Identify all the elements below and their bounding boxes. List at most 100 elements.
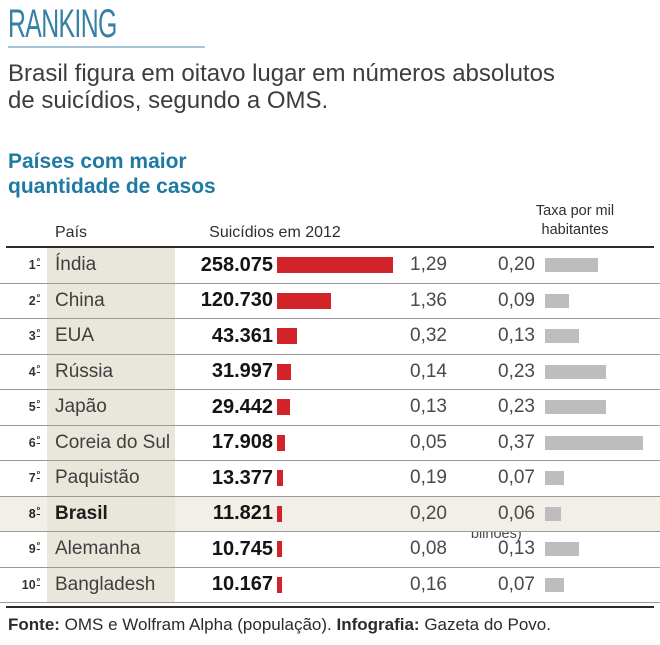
ordinal-symbol: º <box>36 504 40 515</box>
subtitle-line2: de suicídios, segundo a OMS. <box>8 87 329 114</box>
suicides-bar <box>277 576 282 593</box>
country-label: EUA <box>55 325 95 347</box>
page-title: RANKING <box>8 2 117 46</box>
suicides-bar <box>277 328 297 345</box>
section-title: Países com maior quantidade de casos <box>8 149 216 199</box>
suicides-value: 13.377 <box>211 466 273 489</box>
population-value: 0,20 <box>410 502 447 524</box>
suicides-value: 10.167 <box>211 573 273 596</box>
population-value: 0,16 <box>410 573 447 595</box>
rate-value: 0,20 <box>498 254 535 276</box>
country-cell-bg <box>47 390 175 425</box>
ordinal-symbol: º <box>36 327 40 338</box>
country-label: Japão <box>55 396 107 418</box>
table-row: 6 º Coreia do Sul 17.908 0,05 0,37 <box>0 425 660 461</box>
suicides-bar <box>277 257 393 274</box>
country-cell-bg <box>47 567 175 602</box>
column-header-taxa-line2: habitantes <box>541 222 609 238</box>
table-row: 3 º EUA 43.361 0,32 0,13 <box>0 319 660 355</box>
ordinal-symbol: º <box>36 575 40 586</box>
country-cell-bg <box>47 461 175 496</box>
suicides-bar <box>277 505 283 522</box>
country-cell-bg <box>47 283 175 318</box>
population-value: 0,05 <box>410 431 447 453</box>
country-cell-bg <box>47 425 175 460</box>
source-note: Fonte: OMS e Wolfram Alpha (população). … <box>8 615 551 635</box>
table-row: 8 º Brasil 11.821 0,20 0,06 <box>0 496 660 532</box>
country-label: Brasil <box>55 502 108 524</box>
rate-bar <box>545 258 598 273</box>
section-title-line2: quantidade de casos <box>8 175 216 198</box>
ordinal-symbol: º <box>36 540 40 551</box>
population-value: 1,36 <box>410 289 447 311</box>
column-header-pais: País <box>55 224 88 241</box>
suicides-bar <box>277 363 292 380</box>
suicides-value: 11.821 <box>212 502 273 525</box>
ordinal-symbol: º <box>36 291 40 302</box>
country-label: Rússia <box>55 360 114 382</box>
country-cell-bg <box>47 354 175 389</box>
rate-bar <box>545 542 580 557</box>
country-cell-bg <box>47 532 175 567</box>
table-row: 1 º Índia 258.075 1,29 0,20 <box>0 248 660 284</box>
rate-value: 0,09 <box>498 289 535 311</box>
suicides-value: 120.730 <box>200 289 273 312</box>
subtitle: Brasil figura em oitavo lugar em números… <box>8 60 555 114</box>
ordinal-symbol: º <box>36 469 40 480</box>
table-row: 10 º Bangladesh 10.167 0,16 0,07 <box>0 567 660 603</box>
rate-bar <box>545 329 580 344</box>
suicides-value: 17.908 <box>211 431 273 454</box>
rate-bar <box>545 506 561 521</box>
fonte-label: Fonte: <box>8 615 60 634</box>
suicides-value: 29.442 <box>211 395 273 418</box>
table-row: 9 º Alemanha 10.745 0,08 0,13 <box>0 532 660 568</box>
rate-bar <box>545 364 606 379</box>
rate-bar <box>545 435 643 450</box>
population-value: 0,32 <box>410 325 447 347</box>
country-cell-bg <box>47 248 175 283</box>
column-header-taxa-line1: Taxa por mil <box>535 203 615 219</box>
column-header-suicidios: Suicídios em 2012 <box>209 224 341 241</box>
country-label: Índia <box>55 254 97 276</box>
title-underline <box>8 46 205 48</box>
ordinal-symbol: º <box>36 433 40 444</box>
rate-bar <box>545 577 564 592</box>
table-row: 4 º Rússia 31.997 0,14 0,23 <box>0 354 660 390</box>
ordinal-symbol: º <box>36 398 40 409</box>
footer-separator-rule <box>6 606 654 608</box>
ranking-table: 1 º Índia 258.075 1,29 0,20 2 º China 120.730 1,36… <box>0 248 660 603</box>
country-cell-bg <box>47 319 175 354</box>
rank-label: 10 º <box>21 575 40 592</box>
country-label: Coreia do Sul <box>55 431 171 453</box>
rate-value: 0,23 <box>498 360 535 382</box>
header-separator-rule <box>6 246 654 248</box>
suicides-bar <box>277 399 291 416</box>
rate-bar <box>545 400 606 415</box>
section-title-line1: Países com maior <box>8 150 187 173</box>
population-value: 0,19 <box>410 467 447 489</box>
rate-bar <box>545 471 564 486</box>
suicides-bar <box>277 470 283 487</box>
table-row: 7 º Paquistão 13.377 0,19 0,07 <box>0 461 660 497</box>
rate-value: 0,13 <box>498 538 535 560</box>
population-value: 1,29 <box>410 254 447 276</box>
country-label: China <box>55 289 105 311</box>
table-row: 5 º Japão 29.442 0,13 0,23 <box>0 390 660 426</box>
population-value: 0,14 <box>410 360 447 382</box>
suicides-bar <box>277 434 285 451</box>
country-label: Paquistão <box>55 467 140 489</box>
table-row: 2 º China 120.730 1,36 0,09 <box>0 283 660 319</box>
rate-value: 0,06 <box>498 502 535 524</box>
rate-value: 0,23 <box>498 396 535 418</box>
suicides-bar <box>277 541 282 558</box>
country-label: Alemanha <box>55 538 141 560</box>
